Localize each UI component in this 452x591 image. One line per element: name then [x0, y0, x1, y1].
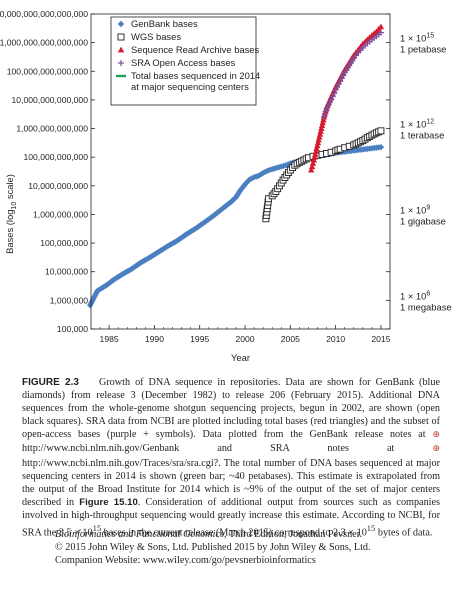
book-credit: Bioinformatics and Functional Genomics, … [55, 528, 435, 568]
y-axis-title-subscript: 10 [11, 202, 18, 210]
credit-line-1: Bioinformatics and Functional Genomics, … [55, 528, 435, 541]
sra-open-access-point [320, 114, 327, 121]
sra-open-access-point [329, 93, 336, 100]
credit-line-3: Companion Website: www.wiley.com/go/pevs… [55, 555, 316, 567]
legend-box [110, 16, 257, 106]
sra-open-access-point [322, 108, 329, 115]
sra-open-access-point [328, 96, 335, 103]
scale-annotation-power: 1 × 109 [400, 204, 430, 215]
figure-reference: Figure 15.10 [79, 496, 138, 508]
x-tick-label: 2015 [371, 334, 390, 344]
legend-label: Total bases sequenced in 2014 [131, 70, 260, 81]
scale-annotation-name: 1 terabase [400, 130, 444, 141]
genbank-point-group [86, 143, 385, 309]
caption-text-3: . The total number of DNA bases sequence… [22, 457, 440, 508]
globe-icon: ⊕ [432, 430, 440, 441]
y-tick-label: 1,000,000,000,000 [16, 124, 88, 134]
y-axis-title: Bases (log10 scale) [4, 174, 18, 254]
genbank-point [219, 205, 226, 212]
legend-sra-point-swatch [117, 46, 125, 53]
scale-annotation-exponent: 9 [426, 204, 430, 211]
globe-icon: ⊕ [432, 444, 440, 455]
y-tick-label: 100,000,000,000 [23, 152, 88, 162]
sra-url[interactable]: http://www.ncbi.nlm.nih.gov/Traces/sra/s… [22, 457, 219, 469]
scale-annotation-power: 1 × 106 [400, 290, 430, 301]
y-tick-label: 1,000,000,000 [33, 209, 88, 219]
sra-point [307, 166, 315, 173]
y-tick-label: 100,000,000,000,000 [7, 66, 88, 76]
caption-superscript-1: 15 [92, 523, 102, 534]
scale-annotation-exponent: 15 [426, 33, 434, 40]
genbank-point [246, 176, 253, 183]
legend-label: SRA Open Access bases [131, 57, 236, 68]
genbank-point [94, 287, 101, 295]
caption-text-6: bytes of data. [375, 527, 433, 539]
y-tick-label: 10,000,000 [45, 267, 88, 277]
x-tick-label: 2005 [281, 334, 300, 344]
book-title: Bioinformatics and Functional Genomics [55, 529, 224, 540]
x-tick-label: 1995 [190, 334, 209, 344]
caption-superscript-2: 15 [366, 523, 376, 534]
y-tick-label: 10,000,000,000,000,000 [0, 9, 88, 19]
y-tick-label: 10,000,000,000,000 [12, 95, 89, 105]
x-tick-label: 2010 [326, 334, 345, 344]
scale-annotation-name: 1 gigabase [400, 215, 446, 226]
caption-text-2: and SRA notes at [179, 443, 433, 455]
sra-point [377, 23, 385, 30]
genbank-point [215, 208, 222, 215]
sra-point [308, 163, 316, 170]
sra-open-access-point [321, 111, 328, 118]
sra-open-access-point-group [320, 29, 384, 121]
y-tick-label: 10,000,000,000 [28, 181, 88, 191]
legend-label: WGS bases [131, 31, 181, 42]
legend-sequencing-centers-bar-swatch [116, 74, 126, 78]
x-tick-label: 2000 [235, 334, 254, 344]
x-axis-title: Year [231, 352, 250, 363]
legend: GenBank bases WGS bases Sequence Read Arch… [110, 16, 260, 106]
caption-text-1: Growth of DNA sequence in repositories. … [22, 377, 440, 441]
caption-text-5: bases in the current release (March 2015… [101, 527, 367, 539]
sra-open-access-point [331, 90, 338, 97]
scale-annotation-exponent: 12 [426, 119, 434, 126]
legend-label: Sequence Read Archive bases [131, 44, 260, 55]
plot-frame [90, 13, 391, 330]
figure-label: FIGURE 2.3 [22, 377, 79, 388]
y-tick-label: 1,000,000 [50, 295, 88, 305]
genbank-point [377, 143, 385, 151]
caption-text-4: . Consideration of additional output fro… [22, 496, 440, 539]
svg-text:Bases (log10 scale): Bases (log10 scale) [4, 174, 18, 254]
y-tick-label: 100,000 [57, 324, 88, 334]
y-tick-label: 100,000,000 [40, 238, 88, 248]
sra-point [309, 159, 317, 166]
credit-line-2: © 2015 John Wiley & Sons, Ltd. Published… [55, 542, 371, 554]
scale-annotation-name: 1 megabase [400, 301, 452, 312]
y-axis-title-main: Bases (log [4, 210, 15, 254]
figure-caption: FIGURE 2.3 Growth of DNA sequence in rep… [22, 376, 440, 540]
legend-genbank-point-swatch [117, 20, 125, 28]
legend-sra-open-access-point-swatch [118, 60, 124, 66]
genbank-point [224, 201, 232, 208]
scale-annotation-exponent: 6 [426, 290, 430, 297]
genbank-url[interactable]: http://www.ncbi.nlm.nih.gov/Genbank [22, 443, 180, 455]
scale-annotation-power: 1 × 1012 [400, 119, 434, 130]
sequence-growth-chart: Bases (log10 scale) 10,000,000,000,000,0… [0, 9, 452, 363]
scale-annotation-power: 1 × 1015 [400, 33, 434, 44]
wgs-point [377, 127, 385, 135]
x-tick-label: 1990 [145, 334, 164, 344]
scale-annotation-name: 1 petabase [400, 44, 446, 55]
y-axis-title-tail: scale) [4, 174, 15, 202]
legend-label: GenBank bases [131, 18, 198, 29]
wgs-point-group [262, 127, 385, 223]
sra-open-access-point [377, 29, 384, 36]
y-tick-label: 1,000,000,000,000,000 [0, 38, 88, 48]
book-edition: , Third Edition, Jonathan Pevsner. [223, 529, 363, 540]
legend-label-line2: at major sequencing centers [131, 81, 249, 92]
x-tick-label: 1985 [100, 334, 119, 344]
legend-wgs-point-swatch [117, 33, 125, 41]
